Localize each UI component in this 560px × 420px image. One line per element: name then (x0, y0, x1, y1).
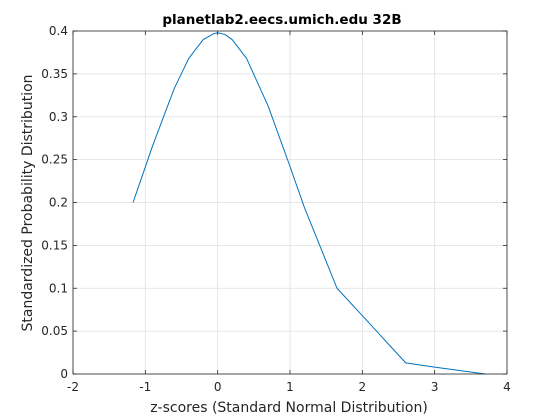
x-axis-label: z-scores (Standard Normal Distribution) (150, 400, 428, 416)
y-tick-label: 0.25 (41, 153, 68, 167)
y-tick-label: 0.4 (49, 24, 68, 38)
y-tick-label: 0.05 (41, 324, 68, 338)
chart-title: planetlab2.eecs.umich.edu 32B (162, 12, 401, 28)
y-axis-label: Standardized Probability Distribution (20, 74, 36, 331)
plot-area: -2 -1 0 1 2 3 4 0 0.05 0.1 0.15 0.2 0.25 0.3 0.35 0.4 (41, 24, 511, 394)
y-tick-label: 0.1 (49, 281, 68, 295)
y-tick-label: 0.35 (41, 67, 68, 81)
series-line (132, 32, 486, 375)
y-tick-label: 0.15 (41, 238, 68, 252)
x-tick-label: 2 (359, 380, 367, 394)
series-layer (132, 32, 486, 375)
y-tick-label: 0.2 (49, 196, 68, 210)
x-tick-label: -1 (139, 380, 151, 394)
x-tick-label: 4 (503, 380, 511, 394)
x-tick-label: 3 (431, 380, 439, 394)
y-tick-label: 0 (60, 367, 68, 381)
x-tick-label: 1 (286, 380, 294, 394)
x-tick-label: 0 (214, 380, 222, 394)
y-tick-label: 0.3 (49, 110, 68, 124)
x-tick-label: -2 (67, 380, 79, 394)
x-ticks: -2 -1 0 1 2 3 4 (67, 31, 511, 394)
y-ticks: 0 0.05 0.1 0.15 0.2 0.25 0.3 0.35 0.4 (41, 24, 507, 381)
